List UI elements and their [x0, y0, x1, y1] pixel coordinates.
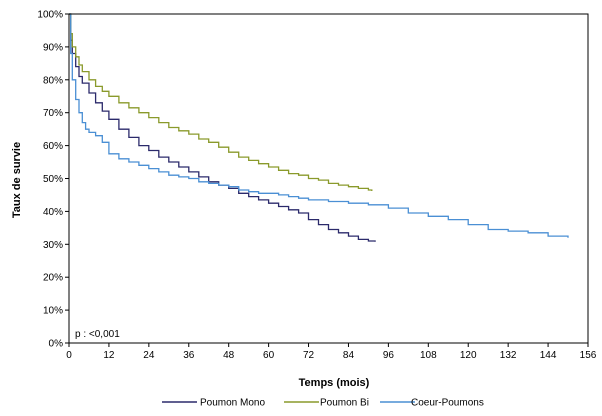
x-tick-label: 108 [420, 350, 437, 361]
series-line-coeur-poumons [69, 13, 569, 238]
y-tick-label: 50% [43, 174, 63, 185]
y-tick-label: 30% [43, 240, 63, 251]
legend-label: Coeur-Poumons [411, 398, 484, 409]
y-tick-label: 60% [43, 141, 63, 152]
x-tick-label: 0 [66, 350, 72, 361]
series-line-poumon-bi [69, 13, 373, 191]
x-tick-label: 60 [263, 350, 275, 361]
y-tick-label: 10% [43, 306, 63, 317]
x-tick-label: 96 [383, 350, 395, 361]
y-tick-label: 40% [43, 207, 63, 218]
x-tick-label: 12 [103, 350, 115, 361]
x-tick-label: 84 [343, 350, 355, 361]
y-tick-label: 90% [43, 42, 63, 53]
x-tick-label: 48 [223, 350, 235, 361]
x-tick-label: 156 [580, 350, 597, 361]
x-axis-title: Temps (mois) [299, 377, 370, 389]
y-tick-label: 80% [43, 75, 63, 86]
y-tick-label: 0% [49, 339, 64, 350]
x-tick-label: 132 [500, 350, 517, 361]
x-tick-label: 36 [183, 350, 195, 361]
y-axis-title: Taux de survie [11, 142, 23, 218]
y-tick-label: 20% [43, 273, 63, 284]
legend-label: Poumon Bi [320, 398, 369, 409]
y-tick-label: 70% [43, 108, 63, 119]
series-line-poumon-mono [69, 13, 376, 242]
x-tick-label: 120 [460, 350, 477, 361]
x-tick-label: 144 [540, 350, 557, 361]
series-lines [69, 13, 569, 242]
y-tick-label: 100% [37, 10, 63, 21]
x-tick-label: 24 [143, 350, 155, 361]
x-tick-label: 72 [303, 350, 315, 361]
legend: Poumon Mono Poumon Bi Coeur-Poumons [162, 398, 484, 409]
p-value-annotation: p : <0,001 [75, 329, 120, 340]
plot-frame [68, 13, 589, 344]
legend-label: Poumon Mono [200, 398, 265, 409]
x-axis-ticks: 0 12 24 36 48 60 72 84 96 108 120 132 144 156 [66, 343, 597, 361]
y-axis-ticks: 0% 10% 20% 30% 40% 50% 60% 70% 80% 90% 100% [37, 10, 69, 350]
